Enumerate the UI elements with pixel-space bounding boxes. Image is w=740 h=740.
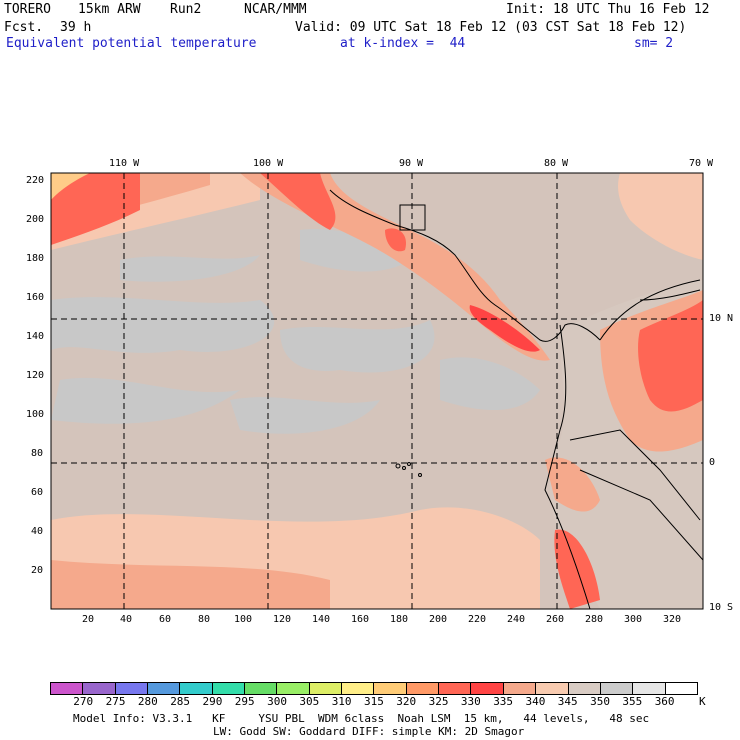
smoothing-label: sm= 2 <box>634 36 674 51</box>
coastlines <box>329 189 703 609</box>
x-tick: 320 <box>663 614 682 625</box>
colorbar-swatch <box>211 683 245 694</box>
x-tick: 120 <box>273 614 292 625</box>
x-tick: 60 <box>159 614 172 625</box>
level-label: at k-index = 44 <box>340 36 466 51</box>
colorbar-value: 325 <box>428 695 449 708</box>
colorbar-value: 350 <box>590 695 610 708</box>
colorbar-swatch <box>405 683 439 694</box>
map-frame <box>50 172 704 610</box>
x-tick: 200 <box>429 614 448 625</box>
x-tick: 300 <box>624 614 643 625</box>
colorbar-labels: 270 275 280 285 290 295 300 305 310 315 320 325 330 3… <box>0 695 740 709</box>
model-name: TORERO <box>4 2 51 17</box>
y-tick: 140 <box>26 331 45 342</box>
valid-time: Valid: 09 UTC Sat 18 Feb 12 (03 CST Sat … <box>295 20 687 35</box>
org-label: NCAR/MMM <box>244 2 307 17</box>
colorbar-swatch <box>341 683 374 694</box>
init-time: Init: 18 UTC Thu 16 Feb 12 <box>506 2 710 17</box>
model-resolution: 15km ARW <box>78 2 141 17</box>
colorbar-value: 280 <box>137 695 158 708</box>
y-tick: 180 <box>26 253 45 264</box>
x-tick: 180 <box>390 614 409 625</box>
colorbar-swatch <box>114 683 148 694</box>
colorbar-value: 275 <box>105 695 126 708</box>
run-label: Run2 <box>170 2 202 17</box>
x-tick: 100 <box>234 614 253 625</box>
colorbar-value: 270 <box>73 695 94 708</box>
x-tick: 220 <box>468 614 487 625</box>
y-tick: 40 <box>31 526 44 537</box>
y-tick: 120 <box>26 370 45 381</box>
colorbar-value: 360 <box>654 695 675 708</box>
lon-label: 90 W <box>399 158 424 169</box>
y-tick: 100 <box>26 409 45 420</box>
theta-e-field <box>51 173 703 609</box>
y-tick: 80 <box>31 448 44 459</box>
colorbar-swatch <box>308 683 342 694</box>
colorbar-swatch <box>502 683 536 694</box>
lon-label: 100 W <box>253 158 284 169</box>
y-tick: 200 <box>26 214 45 225</box>
lat-label: 0 <box>709 457 716 468</box>
x-tick: 40 <box>120 614 133 625</box>
y-tick: 60 <box>31 487 44 498</box>
colorbar-swatch <box>179 683 212 694</box>
colorbar-value: 345 <box>557 695 578 708</box>
colorbar-value: 285 <box>170 695 191 708</box>
x-tick: 280 <box>585 614 604 625</box>
colorbar-swatch <box>632 683 665 694</box>
colorbar-swatch <box>147 683 180 694</box>
forecast-label: Fcst. <box>4 20 44 35</box>
model-info: Model Info: V3.3.1 KF YSU PBL WDM 6class… <box>73 712 650 725</box>
x-tick: 140 <box>312 614 331 625</box>
colorbar-value: 330 <box>460 695 481 708</box>
x-tick: 20 <box>82 614 95 625</box>
physics-info: LW: Godd SW: Goddard DIFF: simple KM: 2D… <box>213 725 525 738</box>
lat-label: 10 S <box>709 602 734 613</box>
colorbar-swatch <box>244 683 277 694</box>
colorbar-swatch <box>373 683 406 694</box>
x-tick: 80 <box>198 614 211 625</box>
lon-label: 110 W <box>109 158 140 169</box>
colorbar-value: 355 <box>622 695 643 708</box>
lon-label: 80 W <box>544 158 569 169</box>
y-tick: 220 <box>26 175 45 186</box>
y-tick: 20 <box>31 565 44 576</box>
colorbar-swatch <box>276 683 309 694</box>
colorbar-swatch <box>438 683 471 694</box>
colorbar-swatch <box>51 683 83 694</box>
colorbar-value: 335 <box>493 695 514 708</box>
lon-label: 70 W <box>689 158 714 169</box>
x-tick: 240 <box>507 614 526 625</box>
colorbar-value: 310 <box>331 695 352 708</box>
colorbar-value: 315 <box>364 695 384 708</box>
colorbar-swatch <box>535 683 568 694</box>
x-tick: 160 <box>351 614 370 625</box>
colorbar-swatch <box>82 683 115 694</box>
colorbar-value: 295 <box>234 695 255 708</box>
colorbar-unit: K <box>699 695 706 708</box>
colorbar-swatch <box>567 683 600 694</box>
lat-label: 10 N <box>709 313 734 324</box>
colorbar-swatch <box>470 683 503 694</box>
graticule <box>51 173 703 609</box>
field-name: Equivalent potential temperature <box>6 36 257 51</box>
colorbar-value: 290 <box>202 695 223 708</box>
colorbar-value: 305 <box>299 695 320 708</box>
colorbar-swatch <box>664 683 697 694</box>
y-tick: 160 <box>26 292 45 303</box>
forecast-hours: 39 h <box>60 20 92 35</box>
colorbar-value: 300 <box>267 695 287 708</box>
colorbar-value: 320 <box>396 695 417 708</box>
x-tick: 260 <box>546 614 565 625</box>
colorbar <box>50 682 698 695</box>
colorbar-value: 340 <box>525 695 546 708</box>
colorbar-swatch <box>599 683 633 694</box>
